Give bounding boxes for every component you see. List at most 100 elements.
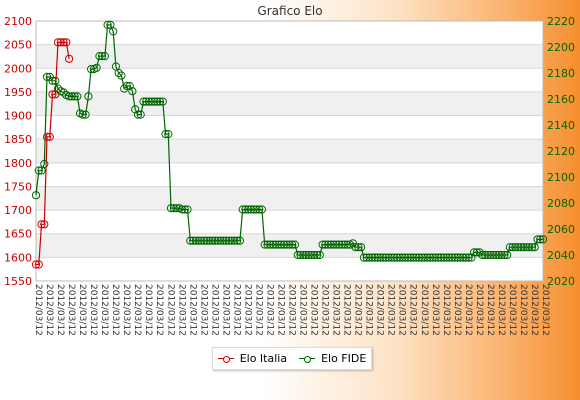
elo-fide-point (301, 250, 311, 260)
elo-fide-point (122, 81, 132, 91)
elo-fide-point (321, 240, 330, 249)
x-tick-label: 2012/03/12 (529, 284, 539, 336)
grid-band (36, 210, 543, 234)
elo-fide-point (65, 92, 74, 101)
elo-fide-point (186, 236, 195, 245)
x-tick-label: 2012/03/12 (275, 284, 285, 336)
elo-fide-point (486, 250, 495, 260)
elo-fide-point (390, 253, 399, 262)
x-tick-label: 2012/03/12 (55, 284, 65, 336)
elo-fide-point (324, 240, 333, 249)
x-tick-label: 2012/03/12 (66, 284, 76, 336)
x-tick-label: 2012/03/12 (121, 284, 131, 336)
elo-fide-point (249, 205, 258, 214)
elo-fide-point (164, 130, 173, 139)
elo-fide-point (120, 84, 129, 93)
elo-fide-point (508, 243, 517, 252)
elo-italia-point (40, 220, 49, 229)
elo-fide-point (412, 253, 421, 262)
elo-fide-point (428, 253, 437, 262)
elo-fide-point (337, 240, 346, 249)
elo-fide-point (343, 240, 352, 249)
elo-fide-point (511, 243, 520, 252)
x-tick-label: 2012/03/12 (143, 284, 153, 336)
elo-fide-point (417, 253, 426, 262)
right-tick-label: 2160 (547, 93, 575, 106)
elo-fide-point (500, 250, 509, 260)
x-tick-label: 2012/03/12 (397, 284, 407, 336)
elo-fide-point (125, 81, 134, 91)
elo-italia-point (37, 220, 46, 229)
right-tick-label: 2140 (547, 119, 575, 132)
elo-fide-point (307, 250, 316, 260)
elo-fide-point (34, 166, 43, 175)
elo-fide-point (439, 253, 448, 262)
elo-fide-point (527, 243, 537, 252)
elo-fide-point (189, 236, 198, 245)
grid-band (36, 257, 543, 281)
chart-title: Grafico Elo (257, 4, 323, 18)
x-tick-label: 2012/03/12 (44, 284, 54, 336)
elo-fide-point (370, 253, 379, 262)
elo-fide-point (494, 250, 503, 260)
elo-fide-point (362, 253, 371, 262)
elo-fide-point (505, 243, 514, 252)
elo-fide-point (180, 205, 189, 214)
legend-swatch-elo-italia (217, 355, 234, 363)
elo-fide-point (519, 243, 528, 252)
left-tick-label: 1900 (4, 110, 32, 123)
right-tick-label: 2060 (547, 223, 575, 236)
right-tick-label: 2180 (547, 67, 575, 80)
elo-fide-point (434, 253, 443, 262)
elo-fide-point (263, 240, 272, 249)
left-tick-label: 1850 (4, 133, 32, 146)
elo-fide-point (332, 240, 341, 249)
elo-fide-point (200, 236, 209, 245)
left-tick-label: 1700 (4, 204, 32, 217)
right-tick-label: 2200 (547, 41, 575, 54)
elo-fide-point (516, 243, 526, 252)
elo-fide-point (448, 253, 457, 262)
x-tick-label: 2012/03/12 (176, 284, 186, 336)
elo-fide-point (456, 253, 465, 262)
x-tick-label: 2012/03/12 (220, 284, 230, 336)
elo-fide-point (277, 240, 286, 249)
x-tick-label: 2012/03/12 (77, 284, 87, 336)
grid-band (36, 91, 543, 116)
elo-italia-point (34, 260, 43, 269)
elo-fide-point (533, 235, 542, 244)
right-tick-label: 2220 (547, 15, 575, 28)
x-tick-label: 2012/03/12 (33, 284, 43, 336)
grid-band (36, 139, 543, 163)
elo-fide-point (172, 204, 181, 213)
elo-fide-point (139, 97, 148, 106)
elo-italia-point (59, 38, 68, 47)
x-tick-label: 2012/03/12 (540, 284, 550, 336)
elo-italia-point (42, 132, 52, 141)
x-tick-label: 2012/03/12 (430, 284, 440, 336)
elo-fide-point (166, 204, 176, 213)
elo-fide-point (420, 253, 429, 262)
elo-fide-point (373, 253, 382, 262)
left-tick-label: 2050 (4, 39, 32, 52)
elo-fide-point (84, 92, 93, 101)
elo-fide-point (211, 236, 220, 245)
left-tick-label: 1750 (4, 180, 32, 193)
elo-fide-point (136, 110, 145, 119)
left-tick-label: 1650 (4, 228, 32, 241)
elo-fide-point (315, 250, 324, 260)
grid-band (36, 162, 543, 187)
elo-fide-point (197, 236, 206, 245)
right-tick-label: 2120 (547, 145, 575, 158)
elo-fide-point (514, 243, 523, 252)
elo-fide-point (293, 250, 302, 260)
grid-band (36, 115, 543, 140)
elo-fide-point (401, 253, 410, 262)
elo-fide-point (279, 240, 289, 249)
x-tick-label: 2012/03/12 (419, 284, 429, 336)
x-tick-label: 2012/03/12 (253, 284, 263, 336)
legend-item-elo-fide: Elo FIDE (299, 352, 366, 365)
elo-fide-point (48, 76, 57, 85)
x-tick-label: 2012/03/12 (452, 284, 462, 336)
